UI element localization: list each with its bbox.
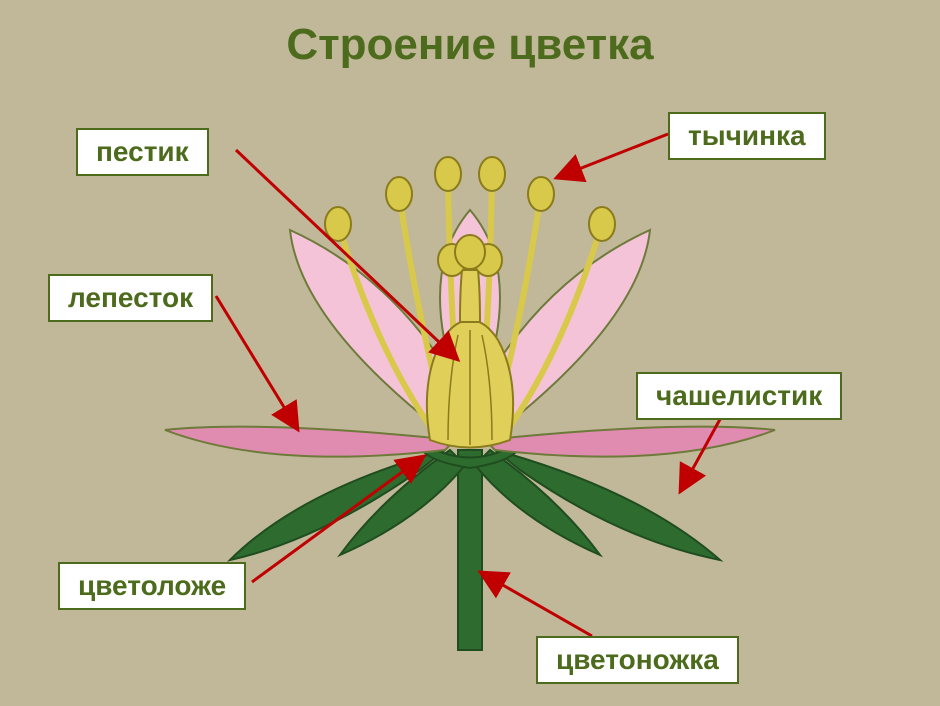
label-petal: лепесток — [48, 274, 213, 322]
label-receptacle: цветоложе — [58, 562, 246, 610]
label-pistil: пестик — [76, 128, 209, 176]
label-sepal: чашелистик — [636, 372, 842, 420]
label-pedicel: цветоножка — [536, 636, 739, 684]
label-stamen: тычинка — [668, 112, 826, 160]
